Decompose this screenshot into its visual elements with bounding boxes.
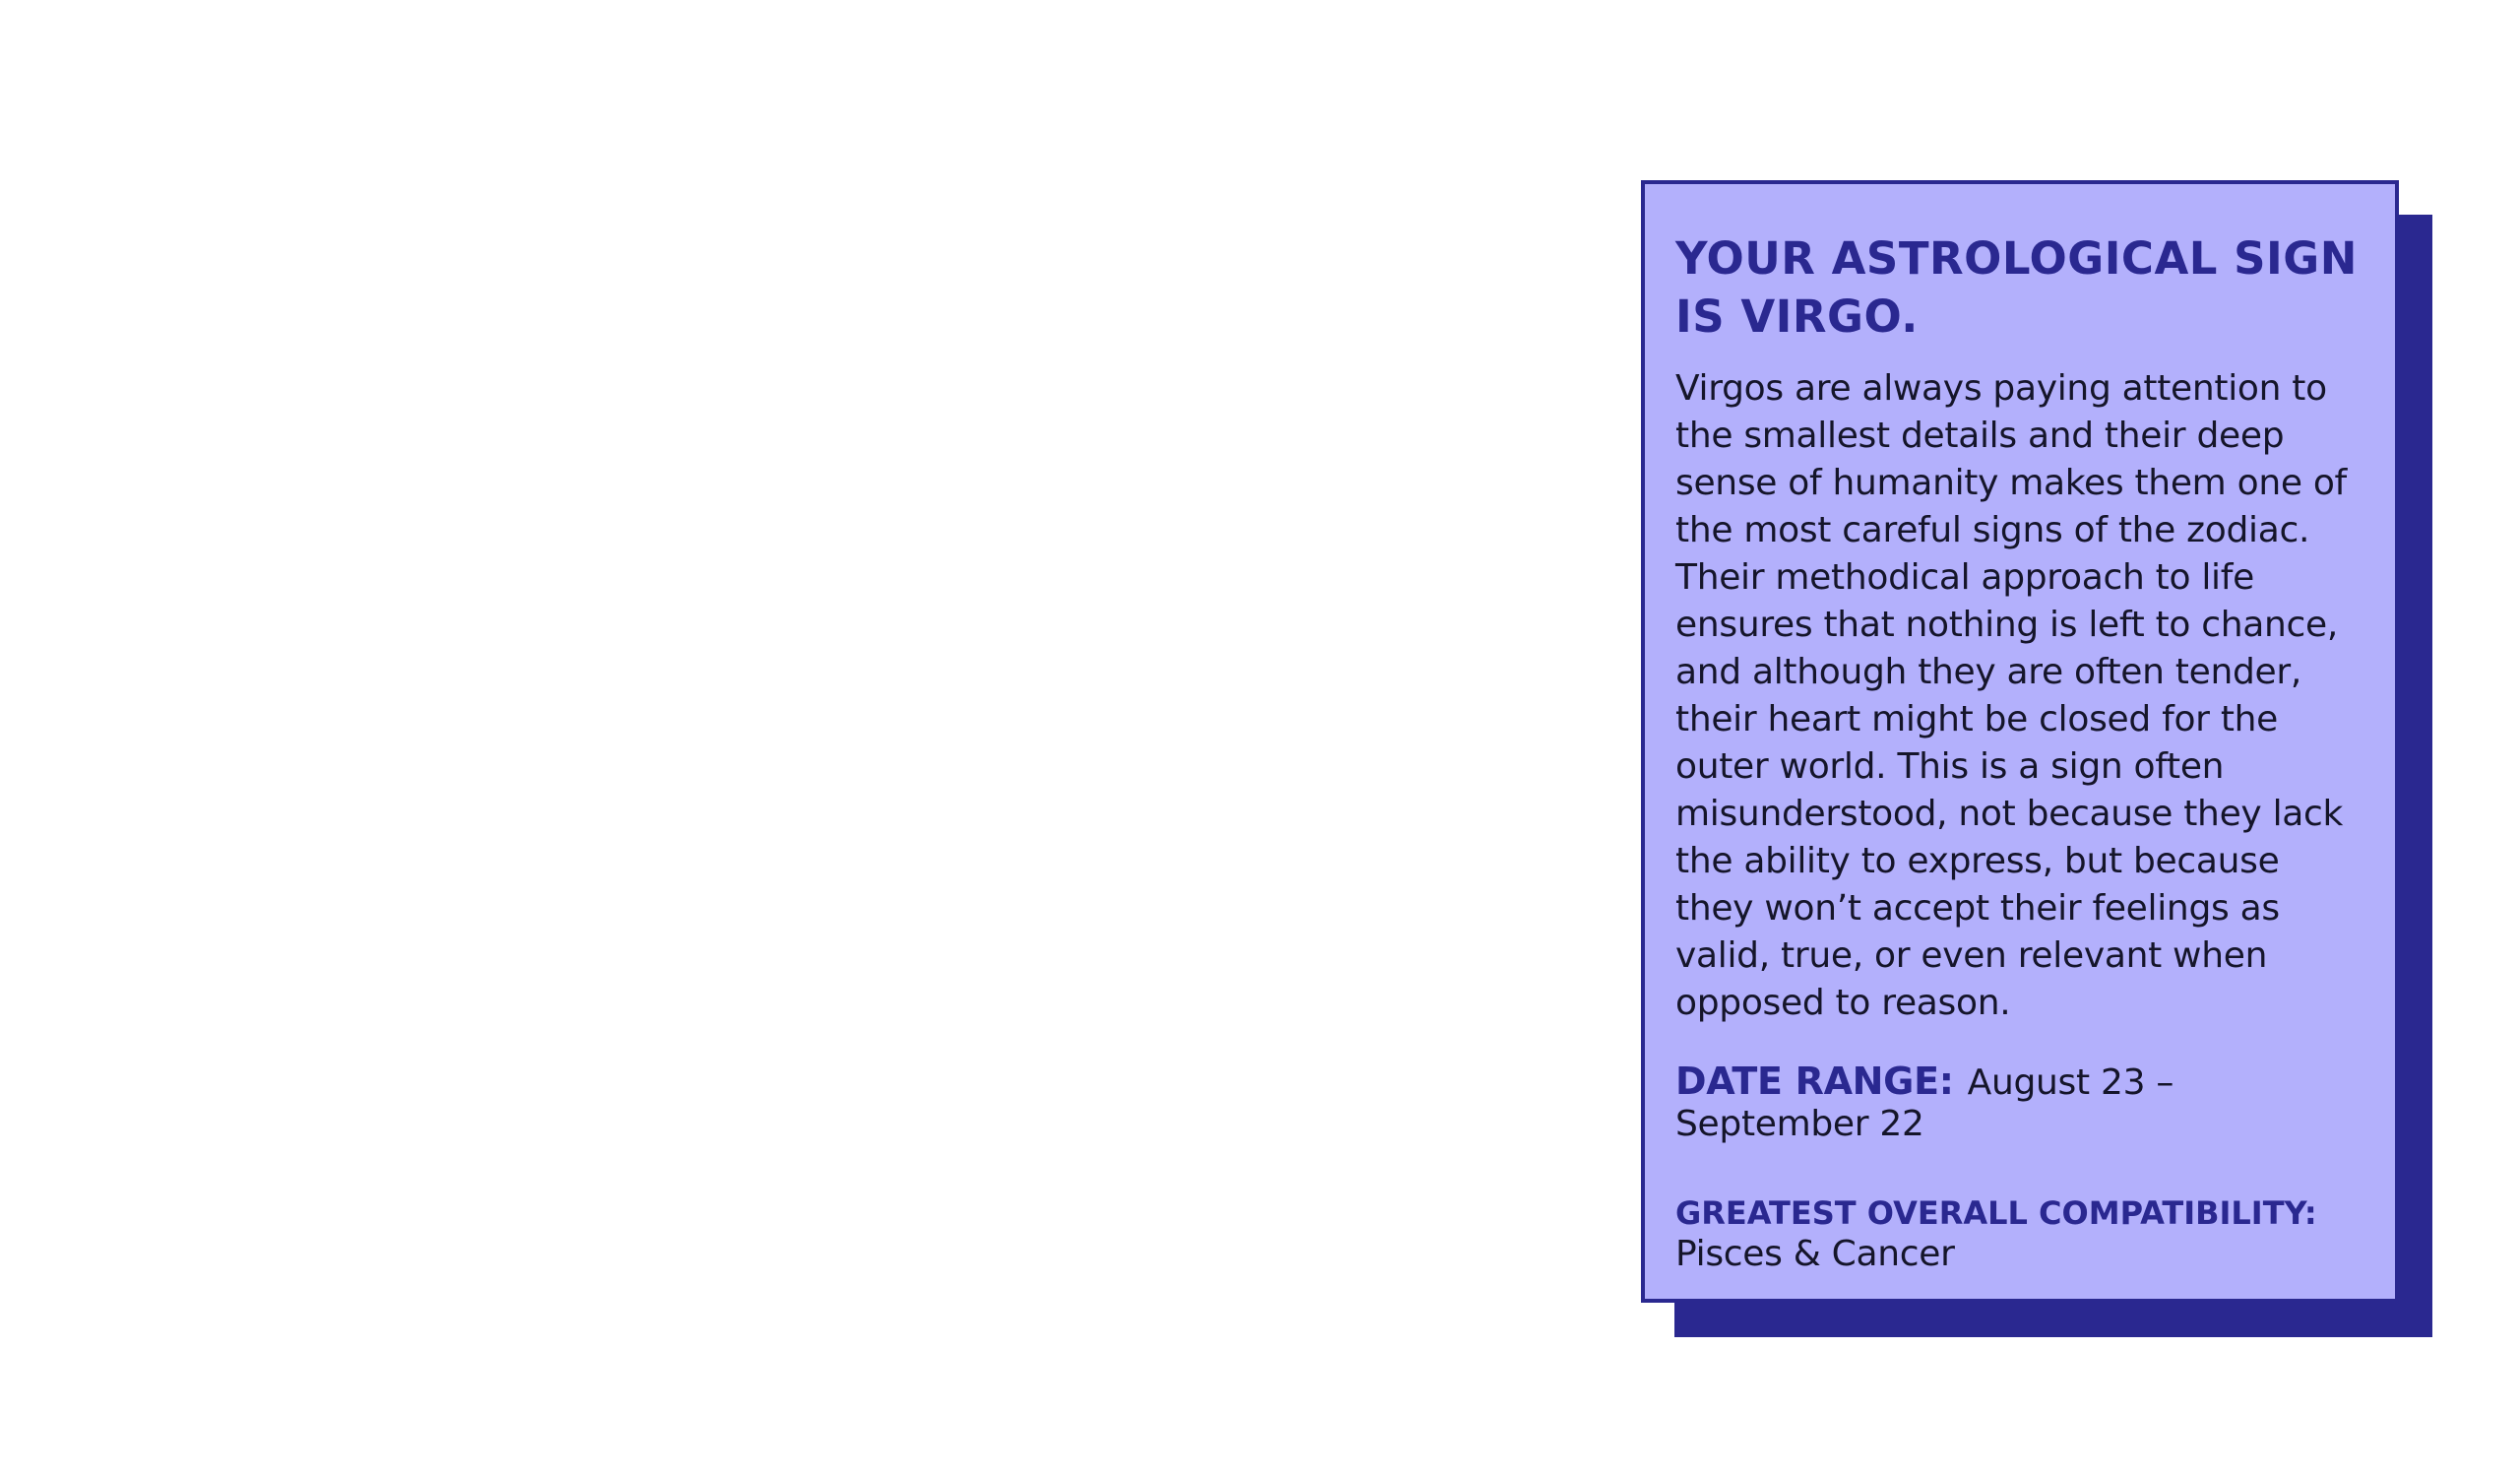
date-range-label: Date Range:: [1675, 1060, 1954, 1103]
compatibility: Greatest Overall Compatibility: Pisces &…: [1675, 1192, 2367, 1275]
compatibility-value: Pisces & Cancer: [1675, 1234, 1955, 1274]
sign-result-card: Your Astrological Sign is Virgo. Virgos …: [1641, 180, 2399, 1303]
date-range: Date Range: August 23 – September 22: [1675, 1060, 2367, 1145]
date-range-value: August 23 – September 22: [1675, 1062, 2174, 1144]
sign-description: Virgos are always paying attention to th…: [1675, 368, 2347, 1023]
sign-title: Your Astrological Sign is Virgo.: [1675, 232, 2358, 343]
compatibility-label: Greatest Overall Compatibility:: [1675, 1194, 2317, 1232]
